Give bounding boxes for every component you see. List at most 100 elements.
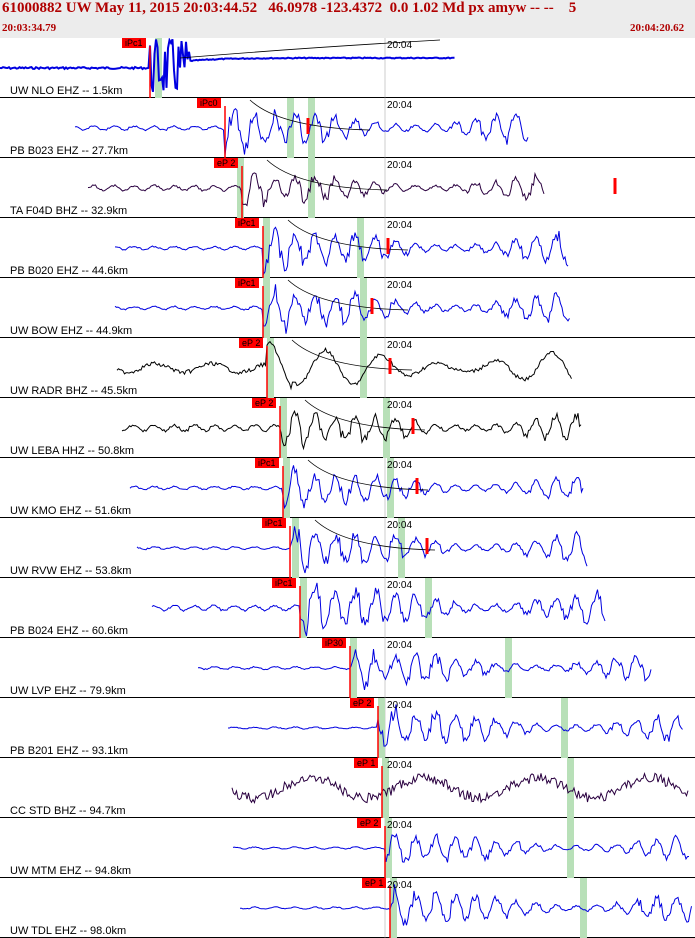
coda-curve (287, 279, 409, 311)
start-time: 20:03:34.79 (2, 22, 57, 34)
trace-panel[interactable]: eP 2 20:04 UW RADR BHZ -- 45.5km (0, 338, 695, 398)
station-label: PB B023 EHZ -- 27.7km (10, 145, 128, 157)
trace-panel[interactable]: iPc1 20:04 UW RVW EHZ -- 53.8km (0, 518, 695, 578)
station-label: UW KMO EHZ -- 51.6km (10, 505, 132, 517)
trace-panel[interactable]: iPc0 20:04 PB B023 EHZ -- 27.7km (0, 98, 695, 158)
minute-tick-label: 20:04 (387, 160, 413, 171)
pick-label[interactable]: iPc1 (255, 458, 279, 468)
trace-plot (0, 38, 695, 98)
minute-tick-label: 20:04 (387, 100, 413, 111)
pick-label[interactable]: eP 1 (354, 758, 379, 768)
trace-panel[interactable]: eP 2 20:04 TA F04D BHZ -- 32.9km (0, 158, 695, 218)
trace-plot (0, 818, 695, 878)
phase-window (267, 338, 274, 398)
waveform (0, 38, 455, 93)
minute-tick-label: 20:04 (387, 580, 413, 591)
waveform (114, 226, 569, 276)
trace-panel[interactable]: iP30 20:04 UW LVP EHZ -- 79.9km (0, 638, 695, 698)
phase-window (561, 698, 568, 758)
coda-curve (307, 459, 429, 491)
waveform (114, 284, 570, 334)
trace-panel[interactable]: eP 2 20:04 UW MTM EHZ -- 94.8km (0, 818, 695, 878)
trace-panel[interactable]: eP 2 20:04 PB B201 EHZ -- 93.1km (0, 698, 695, 758)
trace-panel[interactable]: eP 1 20:04 CC STD BHZ -- 94.7km (0, 758, 695, 818)
minute-tick-label: 20:04 (387, 460, 413, 471)
trace-panel[interactable]: iPc1 20:04 UW NLO EHZ -- 1.5km (0, 38, 695, 98)
pick-label[interactable]: iPc1 (262, 518, 286, 528)
trace-panel[interactable]: iPc1 20:04 PB B024 EHZ -- 60.6km (0, 578, 695, 638)
trace-panel[interactable]: iPc1 20:04 UW BOW EHZ -- 44.9km (0, 278, 695, 338)
trace-plot (0, 638, 695, 698)
trace-panel[interactable]: eP 1 20:04 UW TDL EHZ -- 98.0km (0, 878, 695, 938)
trace-plot (0, 698, 695, 758)
phase-window (283, 458, 290, 518)
phase-window (308, 158, 315, 218)
phase-window (390, 878, 397, 938)
coda-curve (304, 399, 426, 431)
pick-label[interactable]: iPc1 (122, 38, 146, 48)
phase-window (360, 278, 367, 338)
phase-window (567, 758, 574, 818)
pick-label[interactable]: iPc1 (235, 278, 259, 288)
phase-window (382, 758, 389, 818)
event-title: 61000882 UW May 11, 2015 20:03:44.52 46.… (2, 0, 577, 16)
phase-window (567, 818, 574, 878)
station-label: PB B201 EHZ -- 93.1km (10, 745, 128, 757)
station-label: TA F04D BHZ -- 32.9km (10, 205, 128, 217)
pick-label[interactable]: iPc1 (235, 218, 259, 228)
station-label: UW RVW EHZ -- 53.8km (10, 565, 132, 577)
pick-label[interactable]: iPc0 (197, 98, 221, 108)
trace-plot (0, 338, 695, 398)
pick-label[interactable]: eP 2 (214, 158, 239, 168)
minute-tick-label: 20:04 (387, 700, 413, 711)
minute-tick-label: 20:04 (387, 40, 413, 51)
trace-plot (0, 578, 695, 638)
trace-plot (0, 518, 695, 578)
station-label: UW BOW EHZ -- 44.9km (10, 325, 133, 337)
coda-curve (266, 159, 388, 191)
pick-label[interactable]: eP 2 (350, 698, 375, 708)
phase-window (287, 98, 294, 158)
waveform (151, 582, 606, 637)
seismogram-panels: iPc1 20:04 UW NLO EHZ -- 1.5km iPc0 20:04 PB … (0, 38, 695, 938)
trace-panel[interactable]: iPc1 20:04 UW KMO EHZ -- 51.6km (0, 458, 695, 518)
trace-panel[interactable]: eP 2 20:04 UW LEBA HHZ -- 50.8km (0, 398, 695, 458)
waveform (232, 833, 690, 863)
trace-plot (0, 98, 695, 158)
station-label: UW LEBA HHZ -- 50.8km (10, 445, 135, 457)
phase-window (360, 338, 367, 398)
pick-label[interactable]: eP 2 (252, 398, 277, 408)
phase-window (425, 578, 432, 638)
coda-curve (249, 99, 371, 131)
amplitude-mark (388, 358, 392, 374)
coda-curve (179, 39, 441, 59)
coda-curve (314, 519, 436, 551)
trace-plot (0, 218, 695, 278)
station-label: UW TDL EHZ -- 98.0km (10, 925, 127, 937)
pick-label[interactable]: eP 2 (357, 818, 382, 828)
station-label: UW RADR BHZ -- 45.5km (10, 385, 138, 397)
amplitude-mark (411, 418, 415, 434)
phase-window (350, 638, 357, 698)
waveform (197, 648, 652, 690)
station-label: UW LVP EHZ -- 79.9km (10, 685, 126, 697)
waveform (87, 171, 545, 208)
pick-label[interactable]: eP 2 (239, 338, 264, 348)
header-bar: 61000882 UW May 11, 2015 20:03:44.52 46.… (0, 0, 695, 38)
minute-tick-label: 20:04 (387, 340, 413, 351)
phase-window (505, 638, 512, 698)
pick-label[interactable]: eP 1 (362, 878, 387, 888)
minute-tick-label: 20:04 (387, 400, 413, 411)
station-label: UW NLO EHZ -- 1.5km (10, 85, 123, 97)
phase-window (263, 218, 270, 278)
phase-window (378, 698, 385, 758)
trace-panel[interactable]: iPc1 20:04 PB B020 EHZ -- 44.6km (0, 218, 695, 278)
phase-window (280, 398, 287, 458)
pick-label[interactable]: iPc1 (272, 578, 296, 588)
waveform (129, 465, 584, 510)
amplitude-mark (370, 298, 374, 314)
minute-tick-label: 20:04 (387, 220, 413, 231)
minute-tick-label: 20:04 (387, 520, 413, 531)
pick-label[interactable]: iP30 (322, 638, 347, 648)
amplitude-mark (613, 178, 617, 194)
